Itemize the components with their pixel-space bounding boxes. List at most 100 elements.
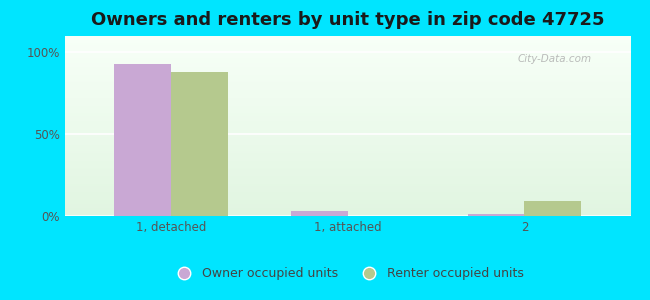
Bar bbox=[65, 103, 630, 104]
Bar bbox=[65, 81, 630, 82]
Bar bbox=[65, 150, 630, 151]
Bar bbox=[65, 171, 630, 172]
Bar bbox=[65, 122, 630, 123]
Bar bbox=[65, 148, 630, 149]
Bar bbox=[65, 55, 630, 56]
Bar bbox=[65, 180, 630, 181]
Bar bbox=[65, 70, 630, 71]
Bar bbox=[65, 154, 630, 155]
Bar bbox=[65, 157, 630, 158]
Bar bbox=[65, 138, 630, 139]
Bar bbox=[65, 206, 630, 207]
Bar bbox=[65, 146, 630, 147]
Title: Owners and renters by unit type in zip code 47725: Owners and renters by unit type in zip c… bbox=[91, 11, 604, 29]
Bar bbox=[65, 203, 630, 204]
Bar bbox=[65, 142, 630, 143]
Bar bbox=[65, 106, 630, 107]
Bar bbox=[65, 182, 630, 183]
Bar bbox=[65, 166, 630, 167]
Bar bbox=[65, 140, 630, 141]
Bar bbox=[65, 197, 630, 198]
Bar bbox=[65, 85, 630, 86]
Bar bbox=[65, 145, 630, 146]
Bar bbox=[65, 141, 630, 142]
Bar bbox=[65, 128, 630, 129]
Bar bbox=[65, 188, 630, 189]
Bar bbox=[65, 84, 630, 85]
Bar bbox=[65, 200, 630, 201]
Bar bbox=[65, 210, 630, 211]
Bar bbox=[65, 114, 630, 115]
Bar bbox=[65, 186, 630, 187]
Bar bbox=[65, 207, 630, 208]
Bar bbox=[65, 155, 630, 156]
Bar bbox=[65, 77, 630, 78]
Bar bbox=[65, 49, 630, 50]
Bar bbox=[65, 147, 630, 148]
Bar bbox=[65, 52, 630, 53]
Bar bbox=[65, 107, 630, 108]
Bar bbox=[65, 38, 630, 39]
Bar bbox=[65, 120, 630, 121]
Bar bbox=[65, 168, 630, 169]
Bar bbox=[525, 201, 581, 216]
Bar bbox=[65, 86, 630, 87]
Bar bbox=[65, 215, 630, 216]
Bar bbox=[65, 173, 630, 174]
Bar bbox=[65, 94, 630, 95]
Bar bbox=[65, 50, 630, 51]
Bar bbox=[65, 175, 630, 176]
Bar bbox=[65, 163, 630, 164]
Bar bbox=[65, 56, 630, 57]
Bar bbox=[65, 41, 630, 42]
Bar bbox=[65, 187, 630, 188]
Bar bbox=[65, 126, 630, 127]
Bar bbox=[65, 198, 630, 199]
Bar bbox=[65, 159, 630, 160]
Bar bbox=[65, 123, 630, 124]
Bar bbox=[65, 172, 630, 173]
Bar bbox=[65, 58, 630, 59]
Bar bbox=[65, 61, 630, 62]
Bar bbox=[65, 193, 630, 194]
Bar bbox=[65, 112, 630, 113]
Bar bbox=[65, 152, 630, 153]
Bar bbox=[65, 118, 630, 119]
Bar bbox=[65, 109, 630, 110]
Bar bbox=[65, 45, 630, 46]
Bar bbox=[65, 97, 630, 98]
Bar bbox=[65, 95, 630, 96]
Bar bbox=[65, 181, 630, 182]
Legend: Owner occupied units, Renter occupied units: Owner occupied units, Renter occupied un… bbox=[167, 262, 528, 285]
Bar bbox=[65, 63, 630, 64]
Bar bbox=[65, 47, 630, 48]
Bar bbox=[65, 54, 630, 55]
Bar bbox=[65, 36, 630, 37]
Bar bbox=[65, 134, 630, 135]
Bar bbox=[65, 110, 630, 111]
Bar bbox=[65, 131, 630, 132]
Bar bbox=[65, 80, 630, 81]
Bar bbox=[65, 79, 630, 80]
Bar bbox=[65, 113, 630, 114]
Bar bbox=[65, 87, 630, 88]
Bar bbox=[468, 214, 525, 216]
Bar bbox=[65, 65, 630, 66]
Bar bbox=[65, 60, 630, 61]
Bar bbox=[65, 176, 630, 177]
Bar bbox=[65, 132, 630, 133]
Bar bbox=[65, 73, 630, 74]
Bar bbox=[65, 100, 630, 101]
Bar bbox=[65, 76, 630, 77]
Bar bbox=[65, 136, 630, 137]
Bar bbox=[65, 48, 630, 49]
Bar bbox=[65, 121, 630, 122]
Bar bbox=[65, 75, 630, 76]
Bar bbox=[65, 156, 630, 157]
Bar bbox=[65, 93, 630, 94]
Bar bbox=[65, 105, 630, 106]
Bar bbox=[65, 119, 630, 120]
Bar bbox=[65, 161, 630, 162]
Bar bbox=[65, 98, 630, 99]
Bar bbox=[65, 137, 630, 138]
